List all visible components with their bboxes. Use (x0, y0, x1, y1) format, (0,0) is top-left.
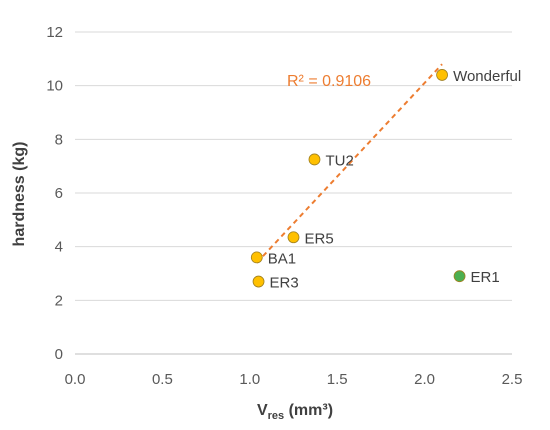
axes: 0 2 4 6 8 10 12 0.0 0.5 1.0 1.5 2.0 2.5 (46, 24, 522, 388)
data-point-er1 (453, 270, 466, 283)
data-point-label: TU2 (325, 152, 353, 169)
data-point-tu2 (308, 153, 321, 166)
y-axis-title: hardness (kg) (11, 142, 28, 247)
x-tick-label: 0.0 (65, 371, 86, 388)
data-point-wonderful (436, 69, 448, 81)
y-tick-label: 4 (55, 239, 63, 256)
data-point-label: BA1 (268, 250, 296, 267)
data-point-ba1 (250, 251, 263, 264)
data-point-label: ER3 (270, 275, 299, 292)
x-axis-title-unit: (mm³) (284, 402, 333, 419)
data-point-label: Wonderful (453, 68, 521, 85)
x-axis-title-sub: res (268, 410, 285, 422)
data-point-label: ER5 (305, 230, 334, 247)
trendline-layer (256, 63, 443, 264)
y-tick-label: 12 (46, 24, 63, 41)
data-point-er5 (287, 231, 300, 244)
x-tick-label: 2.0 (414, 371, 435, 388)
x-axis-title: Vres (mm³) (257, 402, 333, 422)
x-tick-label: 1.5 (327, 371, 348, 388)
y-tick-label: 2 (55, 292, 63, 309)
x-tick-label: 1.0 (239, 371, 260, 388)
y-tick-label: 10 (46, 78, 63, 95)
y-tick-label: 8 (55, 131, 63, 148)
x-tick-label: 0.5 (152, 371, 173, 388)
data-point-label: ER1 (471, 269, 500, 286)
x-tick-label: 2.5 (502, 371, 523, 388)
y-tick-label: 0 (55, 346, 63, 363)
data-point-er3 (252, 275, 265, 288)
x-axis-title-main: V (257, 402, 268, 419)
data-points: Wonderful TU2 ER5 BA1 ER3 ER1 (250, 68, 521, 292)
gridlines (75, 31, 512, 301)
trendline (256, 63, 443, 264)
y-tick-label: 6 (55, 185, 63, 202)
r-squared-label: R² = 0.9106 (287, 73, 371, 90)
